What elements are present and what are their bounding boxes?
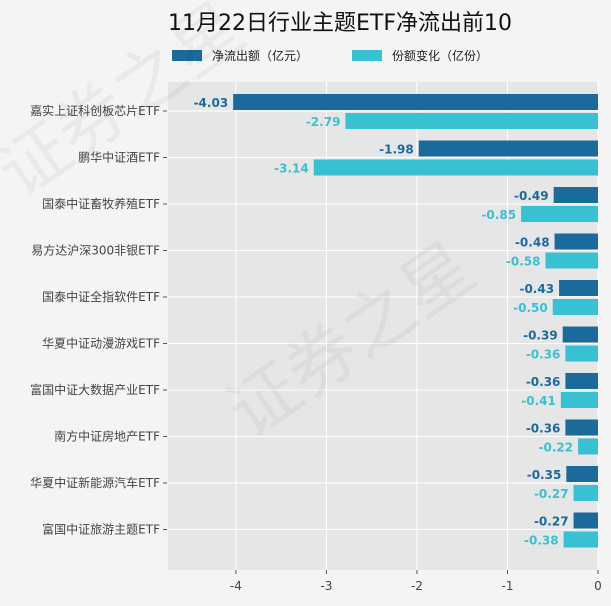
bar-share-change — [545, 252, 598, 269]
bar-share-change — [578, 438, 598, 455]
bar-net-outflow — [553, 187, 598, 203]
category-label: 国泰中证畜牧养殖ETF — [42, 196, 160, 211]
bar-net-outflow — [565, 419, 598, 436]
data-label: -0.49 — [514, 189, 549, 203]
category-label: 华夏中证新能源汽车ETF — [30, 475, 160, 490]
bar-share-change — [573, 485, 598, 501]
data-label: -0.36 — [526, 422, 561, 436]
bar-net-outflow — [565, 373, 598, 389]
bar-net-outflow — [233, 94, 598, 110]
legend-swatch-share-change — [352, 50, 382, 61]
bar-share-change — [552, 299, 598, 315]
category-label: 国泰中证全指软件ETF — [42, 289, 160, 304]
x-tick-label: -4 — [230, 579, 242, 593]
data-label: -4.03 — [194, 96, 229, 110]
x-tick-label: -1 — [501, 579, 513, 593]
bar-net-outflow — [554, 233, 598, 250]
bar-share-change — [560, 392, 598, 408]
data-label: -2.79 — [306, 115, 341, 129]
x-tick-label: -2 — [411, 579, 423, 593]
data-label: -0.27 — [534, 515, 569, 529]
bar-share-change — [313, 159, 598, 176]
bar-share-change — [563, 531, 598, 548]
data-label: -0.36 — [526, 348, 561, 362]
data-label: -0.27 — [534, 487, 569, 501]
data-label: -0.50 — [513, 301, 548, 315]
category-label: 华夏中证动漫游戏ETF — [42, 336, 160, 351]
bar-net-outflow — [566, 466, 598, 482]
category-label: 南方中证房地产ETF — [54, 429, 160, 444]
bar-share-change — [565, 345, 598, 362]
x-tick-label: -3 — [320, 579, 332, 593]
data-label: -0.38 — [524, 534, 559, 548]
data-label: -0.41 — [521, 394, 556, 408]
data-label: -3.14 — [274, 162, 309, 176]
category-label: 嘉实上证科创板芯片ETF — [30, 103, 160, 118]
data-label: -0.85 — [481, 208, 516, 222]
legend-swatch-net-outflow — [172, 50, 202, 61]
x-tick-label: 0 — [594, 579, 602, 593]
data-label: -0.22 — [538, 441, 573, 455]
bar-net-outflow — [559, 280, 598, 296]
legend-share-change: 份额变化（亿份） — [392, 48, 488, 63]
bar-net-outflow — [573, 512, 598, 529]
chart-title: 11月22日行业主题ETF净流出前10 — [168, 11, 512, 36]
bar-share-change — [345, 113, 598, 129]
data-label: -0.48 — [515, 236, 550, 250]
bar-share-change — [521, 206, 598, 222]
data-label: -0.58 — [506, 255, 541, 269]
data-label: -1.98 — [379, 143, 414, 157]
category-label: 富国中证大数据产业ETF — [30, 382, 160, 397]
data-label: -0.39 — [523, 329, 558, 343]
bar-net-outflow — [562, 326, 598, 343]
data-label: -0.36 — [526, 375, 561, 389]
bar-net-outflow — [418, 140, 598, 157]
category-label: 富国中证旅游主题ETF — [42, 522, 160, 537]
category-label: 易方达沪深300非银ETF — [31, 243, 160, 258]
legend-net-outflow: 净流出额（亿元） — [212, 48, 308, 63]
data-label: -0.35 — [527, 468, 562, 482]
category-label: 鹏华中证酒ETF — [78, 150, 160, 165]
data-label: -0.43 — [519, 282, 554, 296]
